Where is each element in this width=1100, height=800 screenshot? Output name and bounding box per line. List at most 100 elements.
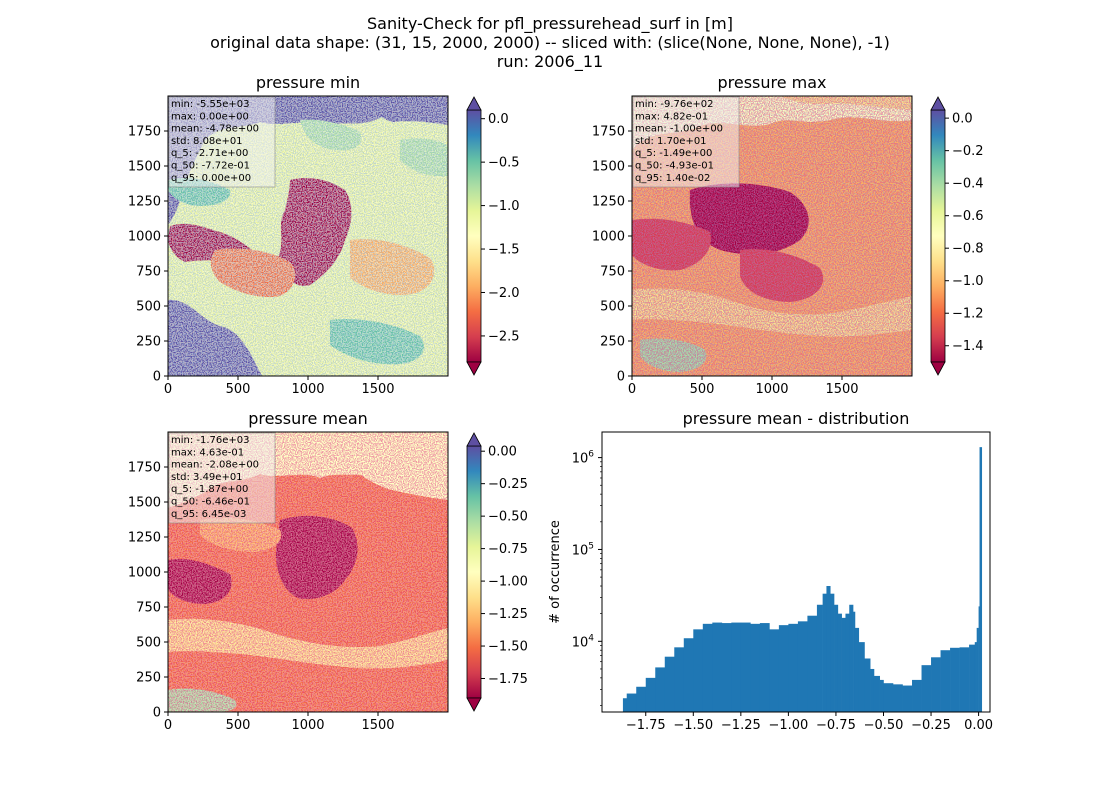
y-tick-label: 0 xyxy=(153,370,161,385)
x-tick-label: −0.75 xyxy=(816,718,856,733)
colorbar-tick-label: −1.4 xyxy=(952,339,984,354)
histogram-bar xyxy=(830,593,835,712)
plot-frame xyxy=(601,431,991,713)
y-tick-label: 500 xyxy=(136,300,161,315)
stats-box-background xyxy=(168,96,276,188)
y-tick-label: 250 xyxy=(600,335,625,350)
histogram-bar xyxy=(873,675,880,712)
y-tick-label: 1250 xyxy=(128,531,161,546)
figure-title: Sanity-Check for pfl_pressurehead_surf i… xyxy=(210,14,890,72)
histogram-bars xyxy=(622,447,983,712)
x-tick-label: 1500 xyxy=(825,382,858,397)
stats-line: std: 3.49e+01 xyxy=(171,472,243,483)
colorbar-tick-label: −1.0 xyxy=(952,274,984,289)
stats-box-background xyxy=(632,96,740,188)
histogram-bar xyxy=(816,604,823,712)
histogram-bar xyxy=(834,604,839,712)
histogram-bar xyxy=(740,622,751,712)
colorbar: 0.00 −0.25 −0.50 −0.75 −1.00 −1.25 −1.50 −1.75 xyxy=(466,432,528,712)
y-tick-label: 1750 xyxy=(128,461,161,476)
colorbar-tick-label: −0.75 xyxy=(488,542,528,557)
stats-line: min: -1.76e+03 xyxy=(171,435,250,446)
histogram-bar xyxy=(769,629,780,712)
x-tick-label: 1500 xyxy=(361,382,394,397)
colorbar-tick-label: −0.4 xyxy=(952,177,984,192)
colorbar-tick-label: 0.00 xyxy=(488,445,517,460)
histogram-bar xyxy=(683,638,694,712)
histogram-bar xyxy=(931,657,941,712)
axis-ticks: −1.75 −1.50 −1.25 −1.00 −0.75 −0.50 −0.25 0.00 1… xyxy=(548,450,993,733)
histogram-bar xyxy=(912,679,922,712)
y-axis-label: # of occurrence xyxy=(548,520,563,624)
histogram-bar xyxy=(759,623,770,712)
histogram-bar xyxy=(622,698,628,712)
y-tick-label: 750 xyxy=(136,265,161,280)
colorbar-tick-label: −2.0 xyxy=(488,286,520,301)
y-tick-label: 105 xyxy=(572,541,594,558)
histogram-bar xyxy=(712,622,723,712)
histogram-bar xyxy=(693,629,704,712)
histogram-bar xyxy=(974,642,977,712)
histogram-bar xyxy=(731,622,742,712)
colorbar-extend-bottom xyxy=(930,361,946,376)
y-tick-label: 0 xyxy=(617,370,625,385)
colorbar-tick-label: −1.50 xyxy=(488,640,528,655)
histogram-bar xyxy=(883,683,894,712)
y-tick-label: 1000 xyxy=(128,566,161,581)
x-tick-label: 1000 xyxy=(755,382,788,397)
histogram-bar xyxy=(778,625,789,712)
colorbar-tick-label: 0.0 xyxy=(488,112,509,127)
colorbar-tick-label: −1.00 xyxy=(488,575,528,590)
histogram-bar xyxy=(879,679,884,712)
stats-line: q_50: -7.72e-01 xyxy=(171,161,250,172)
histogram-bar xyxy=(853,611,856,712)
y-tick-label: 750 xyxy=(136,601,161,616)
colorbar-tick-label: −0.2 xyxy=(952,144,984,159)
panel-pressure-mean: 0 500 1000 1500 0 250 500 750 1000 1250 1500 1750 m… xyxy=(128,431,528,734)
y-tick-label: 250 xyxy=(136,671,161,686)
x-tick-label: 0 xyxy=(164,382,172,397)
x-tick-label: 1000 xyxy=(291,382,324,397)
y-tick-label: 1250 xyxy=(128,195,161,210)
x-tick-label: 0 xyxy=(164,718,172,733)
stats-line: mean: -2.08e+00 xyxy=(171,460,259,471)
panel-pressure-min: 0 500 1000 1500 0 250 500 750 1000 1250 1500 1750 m… xyxy=(128,95,520,398)
y-tick-label: 1500 xyxy=(592,160,625,175)
stats-line: mean: -1.00e+00 xyxy=(635,124,723,135)
stats-line: mean: -4.78e+00 xyxy=(171,124,259,135)
x-tick-label: −0.25 xyxy=(911,718,951,733)
stats-line: std: 1.70e+01 xyxy=(635,136,707,147)
histogram-bar xyxy=(807,615,818,712)
colorbar-tick-label: −2.5 xyxy=(488,329,520,344)
x-tick-label: 500 xyxy=(226,382,251,397)
x-tick-label: −1.25 xyxy=(721,718,761,733)
histogram-bar xyxy=(893,684,903,712)
axis-ticks: 0 500 1000 1500 0 250 500 750 1000 1250 1500 1750 xyxy=(128,125,395,398)
histogram-bar xyxy=(841,617,846,712)
panel-histogram: −1.75 −1.50 −1.25 −1.00 −0.75 −0.50 −0.25 0.00 1… xyxy=(548,431,993,733)
histogram-bar xyxy=(978,606,980,712)
histogram-bar xyxy=(636,686,647,712)
histogram-bar xyxy=(969,644,976,712)
histogram-bar xyxy=(721,623,732,712)
title-line: Sanity-Check for pfl_pressurehead_surf i… xyxy=(367,14,733,34)
histogram-bar xyxy=(864,658,871,712)
stats-line: max: 4.63e-01 xyxy=(171,447,244,458)
histogram-bar xyxy=(858,642,865,712)
colorbar-tick-label: −0.50 xyxy=(488,510,528,525)
histogram-bar xyxy=(837,613,842,712)
axes-title: pressure mean xyxy=(248,409,368,428)
axis-ticks: 0 500 1000 1500 0 250 500 750 1000 1250 1500 1750 xyxy=(128,461,395,734)
histogram-bar xyxy=(959,647,970,712)
y-tick-label: 500 xyxy=(600,300,625,315)
axes-title: pressure mean - distribution xyxy=(683,409,910,428)
histogram-bar xyxy=(664,656,675,712)
histogram-bar xyxy=(750,623,761,712)
histogram-bar xyxy=(797,621,808,712)
stats-line: min: -5.55e+03 xyxy=(171,99,250,110)
colorbar-extend-bottom xyxy=(466,697,482,712)
colorbar-tick-label: −0.5 xyxy=(488,156,520,171)
title-line: original data shape: (31, 15, 2000, 2000… xyxy=(210,33,890,52)
y-tick-label: 1250 xyxy=(592,195,625,210)
axes-title: pressure min xyxy=(256,73,360,92)
